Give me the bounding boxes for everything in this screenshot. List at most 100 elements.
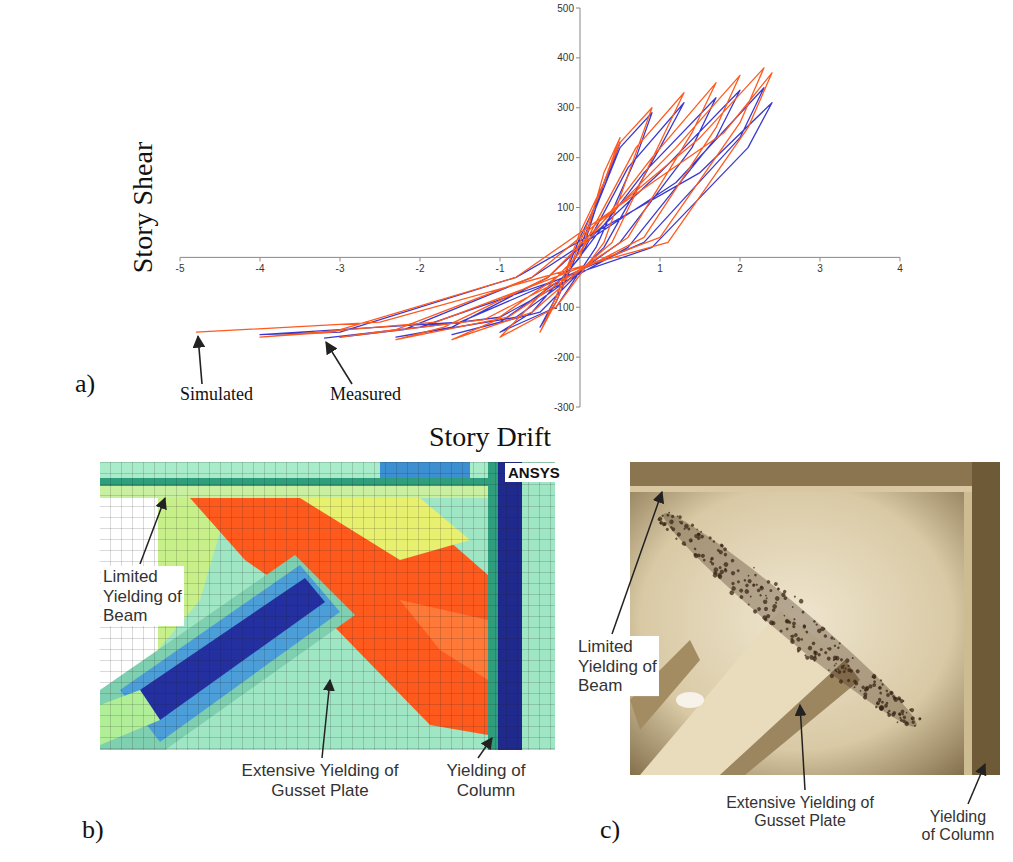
logo: ANSYS — [505, 463, 563, 482]
x-tick-label: 1 — [657, 263, 663, 274]
yield-speck — [805, 630, 809, 634]
yield-speck — [700, 531, 703, 534]
yield-speck — [864, 686, 870, 692]
yield-speck — [802, 624, 807, 629]
yield-speck — [752, 609, 758, 615]
yield-speck — [793, 618, 796, 621]
x-tick — [900, 257, 901, 261]
x-tick-label: -4 — [256, 263, 265, 274]
callout-text: Extensive Yielding ofGusset Plate — [242, 761, 399, 800]
yield-speck — [747, 603, 750, 606]
yield-speck — [716, 548, 720, 552]
y-axis-title: Story Shear — [127, 141, 158, 273]
yield-speck — [896, 721, 899, 724]
yield-speck — [736, 569, 740, 573]
yield-speck — [738, 588, 744, 594]
yield-speck — [687, 527, 691, 531]
yield-speck — [788, 620, 792, 624]
yield-speck — [890, 712, 896, 718]
yield-speck — [800, 638, 803, 641]
x-tick — [500, 257, 501, 261]
yield-speck — [744, 583, 749, 588]
x-tick — [740, 257, 741, 261]
yield-speck — [871, 676, 874, 679]
yield-speck — [813, 650, 819, 656]
yield-speck — [814, 653, 816, 655]
yield-speck — [666, 513, 670, 517]
x-tick-label: 3 — [817, 263, 823, 274]
yield-speck — [819, 647, 823, 651]
y-tick-label: -300 — [554, 402, 574, 413]
yield-speck — [774, 595, 780, 601]
yield-speck — [832, 655, 838, 661]
yield-speck — [759, 585, 763, 589]
yield-speck — [708, 536, 712, 540]
yield-speck — [723, 568, 728, 573]
series-label: Simulated — [180, 384, 253, 404]
yield-speck — [693, 552, 700, 559]
yield-speck — [863, 688, 868, 693]
yield-speck — [661, 514, 664, 517]
y-tick — [576, 357, 580, 358]
yield-speck — [838, 679, 844, 685]
yield-speck — [877, 685, 882, 690]
callout-line: of Column — [922, 826, 995, 843]
photo-column — [972, 462, 1000, 775]
photo-beam-edge — [630, 486, 1000, 492]
panel-label: c) — [600, 815, 620, 844]
yield-speck — [878, 700, 881, 703]
yield-speck — [668, 519, 674, 525]
yield-speck — [835, 662, 837, 664]
yield-speck — [798, 598, 804, 604]
yield-speck — [657, 516, 663, 522]
yield-speck — [753, 567, 755, 569]
yield-speck — [747, 574, 750, 577]
yield-speck — [910, 715, 916, 721]
yield-speck — [659, 520, 664, 525]
yield-speck — [749, 595, 752, 598]
yield-band — [650, 495, 932, 742]
yield-speck — [902, 715, 907, 720]
yield-speck — [717, 574, 723, 580]
yield-speck — [840, 664, 845, 669]
yield-speck — [909, 708, 912, 711]
yield-speck — [881, 683, 884, 686]
callout: LimitedYielding ofBeam — [576, 492, 662, 696]
yield-speck — [789, 638, 795, 644]
y-tick — [576, 407, 580, 408]
yield-speck — [913, 724, 916, 727]
callout-arrow — [140, 498, 165, 564]
yield-speck — [903, 721, 909, 727]
yield-speck — [811, 641, 816, 646]
yield-speck — [796, 649, 800, 653]
yield-speck — [769, 589, 773, 593]
yield-speck — [832, 658, 835, 661]
yield-speck — [723, 552, 728, 557]
callout: Yielding ofColumn — [445, 738, 528, 801]
yield-speck — [853, 686, 856, 689]
yield-speck — [675, 537, 678, 540]
yield-speck — [790, 635, 793, 638]
callout-patch — [445, 760, 528, 801]
yield-speck — [897, 712, 902, 717]
yield-speck — [668, 511, 671, 514]
yield-speck — [775, 601, 778, 604]
yield-speck — [862, 695, 868, 701]
callout-line: Limited — [578, 637, 633, 656]
yield-speck — [835, 670, 837, 672]
callout-text: Extensive Yielding ofGusset Plate — [726, 794, 874, 829]
callout: Extensive Yielding ofGusset Plate — [724, 705, 876, 830]
series-label: Measured — [330, 384, 401, 404]
yield-speck — [765, 594, 768, 597]
yield-speck — [736, 580, 740, 584]
yield-speck — [693, 547, 697, 551]
panel-c: LimitedYielding ofBeam Extensive Yielding… — [576, 462, 1000, 844]
callout-line: Extensive Yielding of — [242, 761, 399, 780]
yield-speck — [901, 713, 904, 716]
yield-speck — [756, 606, 761, 611]
yield-speck — [852, 679, 857, 684]
yield-speck — [779, 629, 783, 633]
callout-line: Yielding — [930, 808, 986, 825]
yield-speck — [838, 642, 841, 645]
yield-speck — [878, 704, 885, 711]
